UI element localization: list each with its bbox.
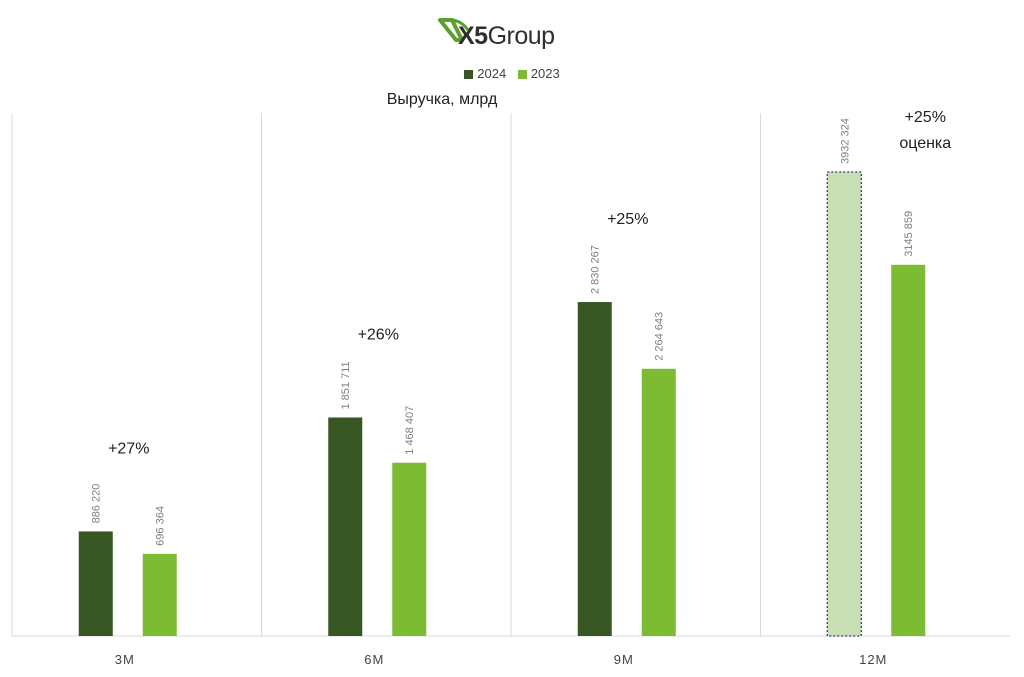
- bar-2023-6M: [392, 462, 427, 636]
- category-label-9M: 9M: [614, 652, 634, 667]
- leaf-icon: [438, 18, 470, 42]
- legend-item-2023: 2023: [517, 66, 560, 81]
- bar-2023-3M: [142, 553, 177, 636]
- bar-2024-9M: [577, 302, 612, 636]
- bar-2023-9M: [641, 368, 676, 636]
- chart-legend: 2024 2023: [0, 66, 1024, 81]
- legend-label-2024: 2024: [477, 66, 507, 81]
- bar-2024-6M: [328, 417, 363, 636]
- growth-annotation-6M: +26%: [358, 327, 399, 344]
- value-label-2024-6M: 1 851 711: [340, 361, 352, 409]
- value-label-2024-9M: 2 830 267: [590, 245, 602, 294]
- category-label-12M: 12M: [859, 652, 887, 667]
- legend-item-2024: 2024: [464, 66, 506, 81]
- category-label-3M: 3M: [115, 652, 135, 667]
- legend-swatch-2024: [464, 70, 474, 79]
- value-label-2023-12M: 3145 859: [903, 211, 915, 257]
- bar-estimate-2024-12M: [826, 171, 862, 637]
- bar-2024-3M: [78, 531, 113, 636]
- legend-swatch-2023: [517, 70, 527, 79]
- value-label-2023-9M: 2 264 643: [654, 312, 666, 361]
- growth-annotation-3M: +27%: [108, 440, 149, 457]
- legend-label-2023: 2023: [530, 66, 560, 81]
- category-label-6M: 6M: [364, 652, 384, 667]
- x5group-logo: X5Group: [438, 10, 578, 54]
- value-label-2024-3M: 886 220: [91, 484, 103, 524]
- value-label-2024-12M: 3932 324: [839, 118, 851, 164]
- growth-annotation-12M: оценка: [899, 135, 951, 152]
- logo-text: X5Group: [458, 22, 555, 50]
- growth-annotation-12M: +25%: [905, 109, 946, 126]
- bar-2023-12M: [891, 264, 926, 636]
- chart-title: Выручка, млрд: [386, 91, 498, 108]
- value-label-2023-3M: 696 364: [155, 506, 167, 546]
- growth-annotation-9M: +25%: [607, 211, 648, 228]
- value-label-2023-6M: 1 468 407: [404, 406, 416, 455]
